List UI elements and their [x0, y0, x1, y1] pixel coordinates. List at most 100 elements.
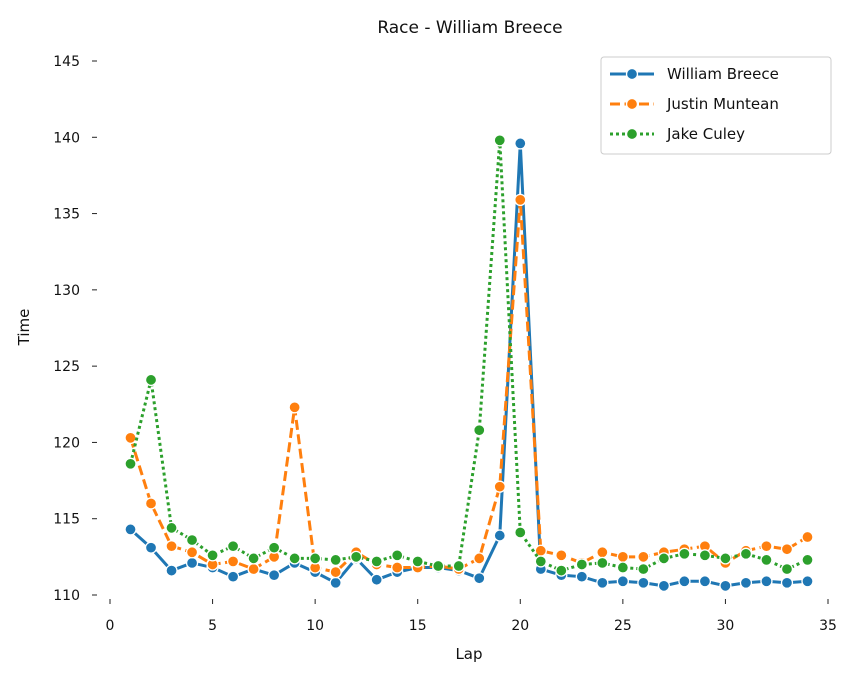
data-point — [473, 572, 486, 585]
data-point — [288, 401, 301, 414]
data-point — [801, 530, 814, 544]
x-tick-label: 20 — [511, 618, 529, 634]
data-point — [739, 576, 753, 589]
data-point — [247, 552, 260, 565]
legend-item: William Breece — [610, 65, 779, 83]
data-point — [678, 547, 691, 560]
x-tick-label: 0 — [106, 618, 115, 634]
data-point — [657, 579, 671, 592]
x-tick-label: 30 — [717, 618, 735, 634]
data-point — [165, 564, 178, 577]
legend-label: Jake Culey — [666, 125, 745, 143]
data-point — [432, 559, 445, 573]
data-point — [144, 373, 158, 387]
data-point — [329, 553, 342, 567]
data-point — [267, 541, 281, 554]
data-point — [760, 575, 773, 588]
data-point — [329, 576, 342, 589]
data-point — [596, 546, 609, 559]
y-axis-label: Time — [15, 309, 33, 347]
y-tick-label: 115 — [53, 512, 80, 528]
legend-swatch-marker — [625, 97, 639, 111]
data-point — [596, 556, 609, 570]
data-point — [226, 540, 240, 553]
y-tick-label: 120 — [53, 435, 80, 451]
data-point — [329, 565, 342, 579]
data-point — [575, 558, 588, 571]
data-point — [288, 552, 301, 565]
data-point — [165, 521, 178, 535]
legend-box — [600, 56, 832, 155]
data-point — [616, 550, 630, 564]
legend-swatch-marker — [625, 67, 639, 81]
series-line — [129, 198, 809, 574]
data-point — [637, 562, 650, 576]
series-line — [129, 141, 808, 588]
data-point — [473, 424, 486, 437]
data-point — [144, 541, 158, 554]
data-point — [124, 523, 137, 536]
data-point — [226, 555, 240, 568]
series-layer — [124, 134, 814, 592]
legend-label: Justin Muntean — [666, 95, 779, 113]
data-point — [370, 573, 383, 586]
series-2 — [124, 193, 814, 579]
data-point — [637, 550, 650, 564]
data-point — [739, 547, 753, 560]
data-point — [185, 556, 199, 570]
data-point — [308, 552, 322, 565]
data-point — [185, 546, 199, 559]
series-3 — [124, 134, 814, 577]
x-tick-label: 35 — [819, 618, 837, 634]
data-point — [575, 570, 588, 583]
data-point — [657, 552, 671, 565]
legend: William Breece Justin Muntean Jake Culey — [600, 56, 832, 155]
data-point — [473, 552, 486, 565]
legend-item: Jake Culey — [610, 125, 745, 143]
y-tick-label: 135 — [53, 207, 80, 223]
axes: 0 5 10 15 20 25 30 35 110 115 120 125 130 135 140 145 — [53, 54, 837, 634]
data-point — [267, 569, 281, 582]
data-point — [678, 575, 691, 588]
data-point — [452, 559, 465, 573]
data-point — [698, 575, 712, 588]
data-point — [391, 561, 404, 574]
data-point — [411, 555, 424, 568]
data-point — [247, 562, 260, 576]
legend-item: Justin Muntean — [610, 95, 779, 113]
data-point — [226, 570, 240, 583]
data-point — [555, 549, 568, 562]
x-tick-label: 5 — [208, 618, 217, 634]
legend-swatch-marker — [625, 127, 639, 141]
data-point — [801, 553, 814, 567]
y-tick-label: 110 — [53, 588, 80, 604]
data-point — [719, 579, 732, 592]
data-point — [637, 576, 650, 589]
data-point — [514, 137, 527, 150]
data-point — [206, 549, 219, 562]
data-point — [493, 134, 506, 147]
y-tick-label: 125 — [53, 359, 80, 375]
x-axis-label: Lap — [455, 645, 482, 663]
series-line — [129, 138, 809, 573]
data-point — [719, 552, 732, 565]
data-point — [124, 431, 137, 445]
data-point — [144, 497, 158, 510]
data-point — [514, 193, 527, 206]
y-tick-label: 140 — [53, 130, 80, 146]
data-point — [760, 553, 773, 567]
data-point — [350, 550, 363, 564]
data-point — [370, 555, 383, 568]
x-tick-label: 25 — [614, 618, 632, 634]
legend-label: William Breece — [667, 65, 779, 83]
data-point — [616, 561, 630, 574]
data-point — [698, 549, 712, 562]
y-tick-label: 145 — [53, 54, 80, 70]
data-point — [493, 529, 506, 542]
x-tick-label: 10 — [306, 618, 324, 634]
data-point — [780, 562, 794, 576]
data-point — [555, 564, 568, 577]
data-point — [534, 555, 547, 568]
y-tick-label: 130 — [53, 283, 80, 299]
